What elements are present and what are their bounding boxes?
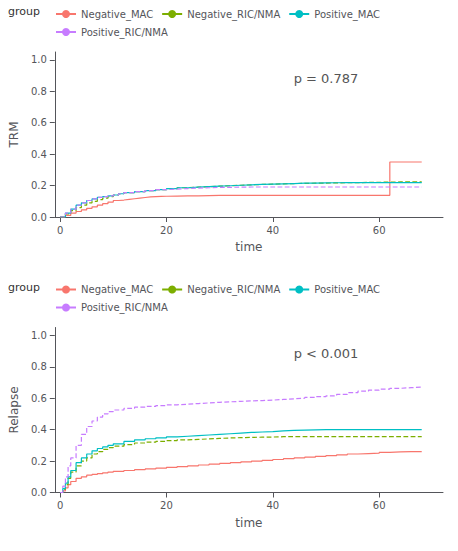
svg-text:20: 20 — [160, 225, 173, 236]
svg-text:group: group — [8, 281, 40, 294]
svg-text:60: 60 — [373, 225, 386, 236]
svg-text:0.6: 0.6 — [31, 393, 47, 404]
svg-text:1.0: 1.0 — [31, 54, 47, 65]
svg-text:Positive_RIC/NMA: Positive_RIC/NMA — [81, 302, 168, 314]
svg-text:0.8: 0.8 — [31, 86, 47, 97]
svg-text:0.2: 0.2 — [31, 456, 47, 467]
svg-text:0.0: 0.0 — [31, 487, 47, 498]
svg-text:Negative_MAC: Negative_MAC — [81, 284, 153, 296]
svg-text:time: time — [235, 516, 262, 530]
svg-text:0.4: 0.4 — [31, 149, 47, 160]
svg-text:Positive_MAC: Positive_MAC — [314, 9, 380, 21]
svg-text:0.4: 0.4 — [31, 424, 47, 435]
svg-text:0.6: 0.6 — [31, 117, 47, 128]
svg-text:60: 60 — [373, 500, 386, 511]
svg-text:Relapse: Relapse — [7, 386, 21, 433]
svg-text:p = 0.787: p = 0.787 — [294, 71, 359, 86]
svg-text:TRM: TRM — [7, 121, 21, 148]
svg-text:1.0: 1.0 — [31, 330, 47, 341]
svg-text:0.2: 0.2 — [31, 180, 47, 191]
svg-text:Positive_MAC: Positive_MAC — [314, 284, 380, 296]
svg-text:Negative_MAC: Negative_MAC — [81, 9, 153, 21]
svg-text:group: group — [8, 5, 40, 18]
svg-text:20: 20 — [160, 500, 173, 511]
svg-text:0: 0 — [57, 500, 63, 511]
svg-text:0.0: 0.0 — [31, 212, 47, 223]
svg-text:p < 0.001: p < 0.001 — [294, 346, 359, 361]
svg-text:Negative_RIC/NMA: Negative_RIC/NMA — [187, 9, 280, 21]
svg-text:Negative_RIC/NMA: Negative_RIC/NMA — [187, 284, 280, 296]
svg-text:40: 40 — [266, 500, 279, 511]
svg-text:Positive_RIC/NMA: Positive_RIC/NMA — [81, 27, 168, 39]
svg-text:time: time — [235, 240, 262, 254]
svg-text:40: 40 — [266, 225, 279, 236]
svg-text:0.8: 0.8 — [31, 361, 47, 372]
svg-text:0: 0 — [57, 225, 63, 236]
